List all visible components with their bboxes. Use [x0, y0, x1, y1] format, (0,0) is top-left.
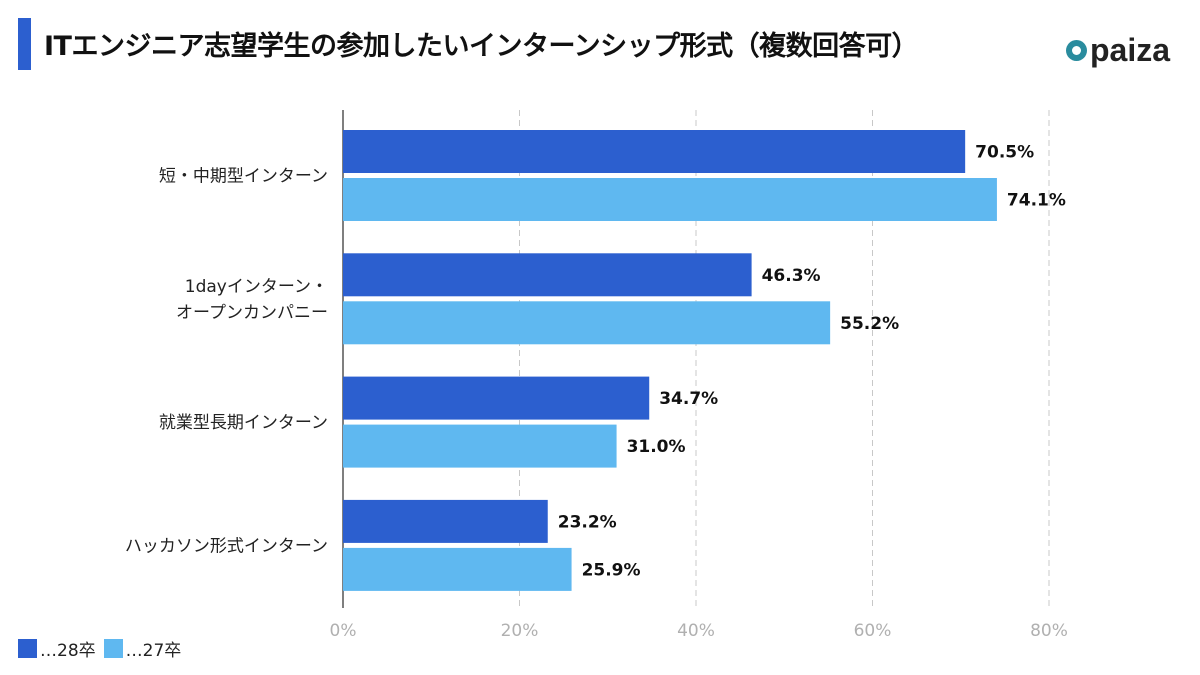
category-label: ハッカソン形式インターン [125, 536, 328, 556]
bar [343, 376, 650, 420]
bar [343, 301, 831, 345]
data-label: 46.3% [762, 266, 821, 286]
data-label: 74.1% [1007, 191, 1066, 211]
legend-label: …27卒 [125, 641, 182, 661]
logo-text: paiza [1090, 32, 1171, 68]
category-label: 短・中期型インターン [159, 167, 328, 187]
logo-icon [1066, 39, 1087, 61]
page-title: ITエンジニア志望学生の参加したいインターンシップ形式（複数回答可） [44, 31, 919, 62]
bar [343, 130, 966, 173]
legend-swatch [103, 639, 123, 658]
bar [343, 253, 752, 297]
legend-swatch [18, 639, 37, 658]
legend-item-27: …27卒 [103, 636, 182, 661]
legend: …28卒 …27卒 [18, 636, 189, 661]
bar [343, 424, 617, 468]
paiza-logo: paiza [1066, 34, 1170, 66]
data-label: 70.5% [975, 143, 1034, 163]
legend-label: …28卒 [40, 641, 96, 661]
data-label: 31.0% [627, 437, 686, 457]
data-label: 25.9% [582, 560, 641, 580]
category-label: オープンカンパニー [176, 303, 328, 323]
category-label: 1dayインターン・ [185, 277, 328, 297]
bar [343, 499, 548, 543]
data-label: 34.7% [659, 389, 718, 409]
data-label: 55.2% [840, 314, 899, 334]
x-tick-label: 20% [501, 621, 539, 641]
x-tick-label: 0% [330, 621, 357, 641]
title-accent-bar [18, 18, 31, 70]
x-tick-label: 80% [1030, 621, 1068, 641]
bar [343, 178, 997, 221]
bar [343, 547, 572, 591]
x-tick-label: 40% [677, 621, 715, 641]
data-label: 23.2% [558, 512, 617, 532]
legend-item-28: …28卒 [18, 636, 96, 661]
x-tick-label: 60% [854, 621, 892, 641]
category-label: 就業型長期インターン [159, 413, 328, 433]
